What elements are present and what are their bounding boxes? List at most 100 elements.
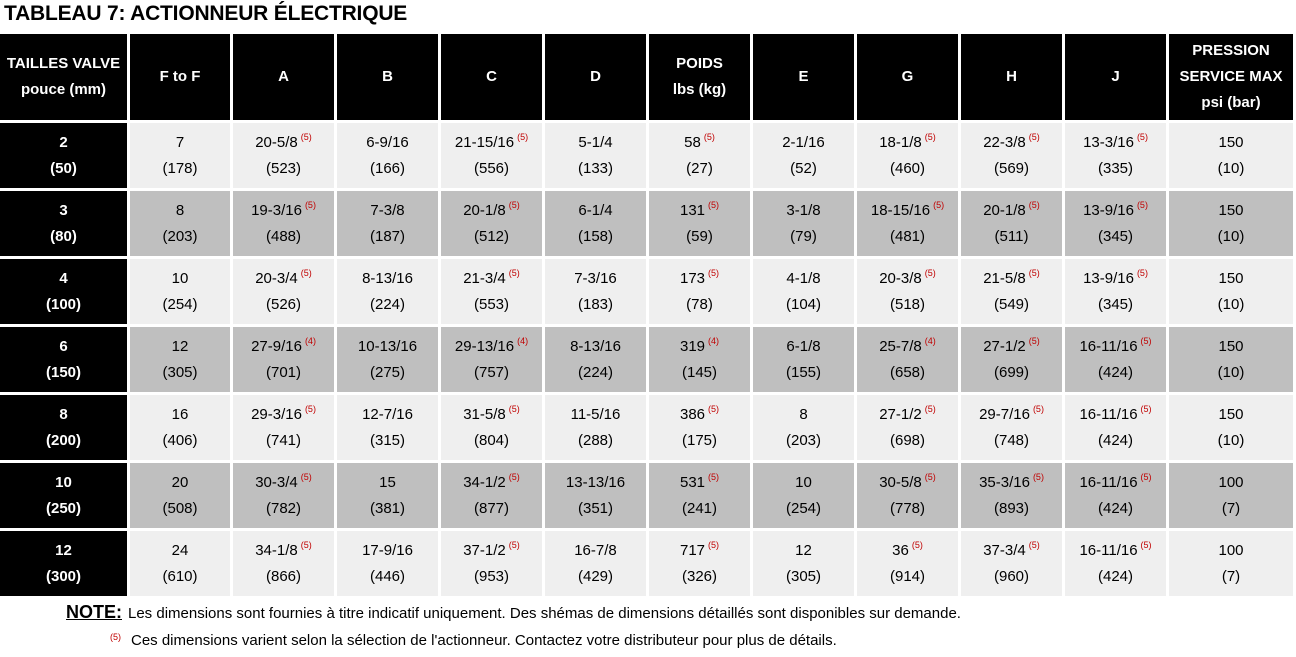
table-cell: 22-3/8 (5) (569): [961, 123, 1062, 188]
cell-mm-value: (175): [681, 431, 718, 449]
table-cell: 7-3/8 (187): [337, 191, 438, 256]
cell-inch-value: 21-3/4: [463, 269, 506, 287]
table-cell: 37-1/2 (5) (953): [441, 531, 542, 596]
cell-mm-value: (893): [993, 499, 1030, 517]
cell-mm-value: (50): [50, 159, 77, 177]
cell-mm-value: (305): [162, 363, 198, 381]
cell-mm-value: (27): [686, 159, 713, 177]
cell-inch-value: 30-5/8: [879, 473, 922, 491]
cell-inch-value: 16-11/16: [1079, 337, 1138, 355]
cell-mm-value: (166): [369, 159, 406, 177]
cell-inch-value: 150: [1218, 133, 1244, 151]
column-header: POIDS lbs (kg): [649, 34, 750, 120]
footnote-text: Ces dimensions varient selon la sélectio…: [131, 632, 837, 649]
table-cell: 18-15/16 (5) (481): [857, 191, 958, 256]
cell-mm-value: (429): [577, 567, 614, 585]
cell-mm-value: (877): [473, 499, 510, 517]
footnote-marker: (5): [708, 199, 720, 210]
cell-mm-value: (305): [785, 567, 822, 585]
cell-inch-value: 4-1/8: [786, 269, 821, 287]
cell-inch-value: 12-7/16: [362, 405, 413, 423]
cell-inch-value: 717: [679, 541, 706, 559]
cell-mm-value: (7): [1221, 499, 1241, 517]
column-header: F to F: [130, 34, 230, 120]
cell-mm-value: (914): [889, 567, 926, 585]
cell-inch-value: 386: [679, 405, 706, 423]
header-text: D: [590, 68, 601, 85]
footnote-mark: (5): [110, 632, 121, 642]
table-cell: 17-9/16 (446): [337, 531, 438, 596]
cell-inch-value: 319: [679, 337, 706, 355]
cell-inch-value: 20-3/4: [255, 269, 298, 287]
cell-inch-value: 12: [795, 541, 812, 559]
footnote-marker: (4): [304, 335, 316, 346]
cell-inch-value: 7-3/16: [574, 269, 617, 287]
footnote-marker: (5): [1032, 471, 1044, 482]
column-header: A: [233, 34, 334, 120]
table-cell: 131 (5) (59): [649, 191, 750, 256]
cell-inch-value: 29-7/16: [979, 405, 1030, 423]
cell-mm-value: (10): [1217, 227, 1245, 245]
cell-inch-value: 16-11/16: [1079, 405, 1138, 423]
note-label: NOTE:: [66, 602, 122, 622]
cell-mm-value: (52): [790, 159, 817, 177]
table-cell: 58 (5) (27): [649, 123, 750, 188]
column-header: PRESSION SERVICE MAX psi (bar): [1169, 34, 1293, 120]
cell-mm-value: (183): [577, 295, 614, 313]
table-cell: 8-13/16 (224): [337, 259, 438, 324]
table-cell: 34-1/2 (5) (877): [441, 463, 542, 528]
cell-inch-value: 20-1/8: [463, 201, 506, 219]
table-cell: 4-1/8 (104): [753, 259, 854, 324]
cell-inch-value: 21-5/8: [983, 269, 1026, 287]
footnote-marker: (5): [1136, 131, 1148, 142]
footnote-marker: (5): [1140, 403, 1152, 414]
footnote-marker: (5): [1140, 471, 1152, 482]
table-cell: 25-7/8 (4) (658): [857, 327, 958, 392]
cell-inch-value: 29-13/16: [454, 337, 515, 355]
header-text: lbs (kg): [672, 81, 727, 98]
header-text: POIDS: [676, 55, 723, 72]
footnote-marker: (5): [911, 539, 923, 550]
row-header: 12 (300): [0, 531, 127, 596]
table-cell: 20-3/8 (5) (518): [857, 259, 958, 324]
cell-inch-value: 3: [59, 201, 68, 219]
cell-mm-value: (569): [993, 159, 1030, 177]
table-cell: 16-11/16 (5) (424): [1065, 463, 1166, 528]
cell-mm-value: (446): [369, 567, 406, 585]
cell-inch-value: 24: [171, 541, 189, 559]
cell-mm-value: (406): [162, 431, 198, 449]
table-cell: 717 (5) (326): [649, 531, 750, 596]
column-header: TAILLES VALVE pouce (mm): [0, 34, 127, 120]
cell-inch-value: 17-9/16: [362, 541, 413, 559]
table-cell: 16 (406): [130, 395, 230, 460]
cell-inch-value: 15: [379, 473, 396, 491]
cell-inch-value: 8: [799, 405, 808, 423]
cell-inch-value: 16: [171, 405, 189, 423]
cell-inch-value: 2: [59, 133, 68, 151]
cell-inch-value: 6-1/8: [786, 337, 821, 355]
cell-inch-value: 531: [679, 473, 706, 491]
table-cell: 531 (5) (241): [649, 463, 750, 528]
footnote-marker: (4): [708, 335, 720, 346]
cell-inch-value: 10: [55, 473, 72, 491]
cell-mm-value: (100): [45, 295, 82, 313]
cell-inch-value: 19-3/16: [251, 201, 302, 219]
cell-inch-value: 4: [59, 269, 68, 287]
footnote-marker: (5): [708, 539, 720, 550]
table-cell: 150 (10): [1169, 327, 1293, 392]
footnote-marker: (5): [933, 199, 945, 210]
table-title: TABLEAU 7: ACTIONNEUR ÉLECTRIQUE: [4, 2, 408, 25]
table-cell: 20-5/8 (5) (523): [233, 123, 334, 188]
cell-mm-value: (699): [993, 363, 1030, 381]
column-header: C: [441, 34, 542, 120]
table-cell: 150 (10): [1169, 123, 1293, 188]
table-cell: 6-9/16 (166): [337, 123, 438, 188]
table-cell: 8-13/16 (224): [545, 327, 646, 392]
table-cell: 20-3/4 (5) (526): [233, 259, 334, 324]
footnote-marker: (5): [508, 403, 520, 414]
cell-inch-value: 16-7/8: [574, 541, 617, 559]
cell-inch-value: 150: [1218, 337, 1244, 355]
header-text: J: [1111, 68, 1120, 85]
cell-inch-value: 13-9/16: [1083, 269, 1134, 287]
cell-inch-value: 7-3/8: [370, 201, 405, 219]
